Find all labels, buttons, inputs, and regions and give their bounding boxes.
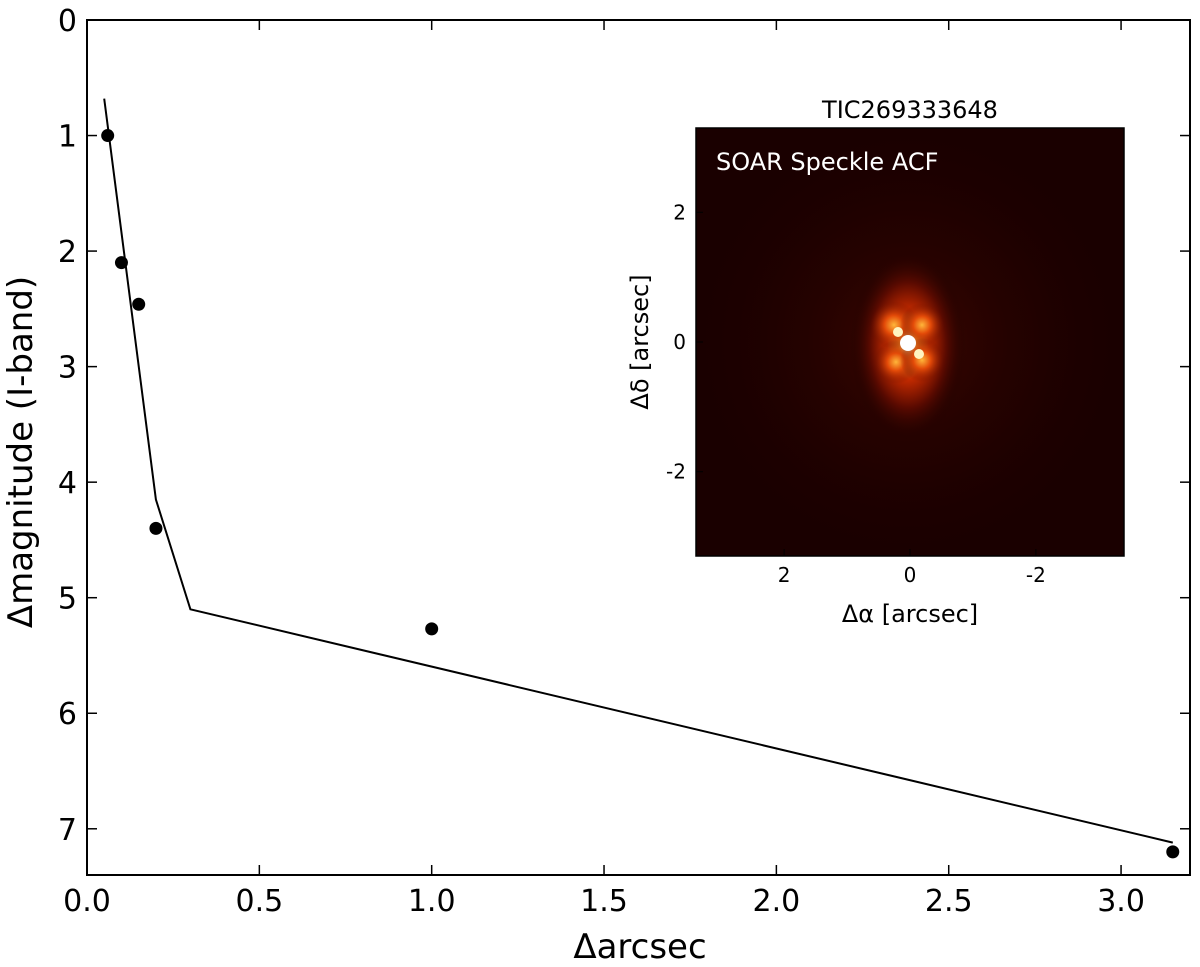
speckle-acf-inset: TIC269333648 SOAR Speckle ACF 2 0 -2 20-2 … bbox=[626, 96, 1125, 628]
acf-speckle-peak bbox=[914, 349, 924, 359]
measurement-point bbox=[149, 521, 163, 535]
measurement-point bbox=[1166, 845, 1180, 859]
measurement-point bbox=[101, 129, 115, 143]
acf-image bbox=[696, 128, 1124, 556]
measurement-point bbox=[114, 256, 128, 270]
inset-x-tick-label: 2 bbox=[778, 563, 791, 587]
main-axis-ticks bbox=[86, 19, 1190, 875]
x-tick-label: 3.0 bbox=[1097, 884, 1145, 919]
inset-x-axis-label: Δα [arcsec] bbox=[842, 600, 978, 628]
y-tick-labels: 0 1 2 3 4 5 6 7 bbox=[58, 4, 77, 848]
x-tick-label: 1.0 bbox=[408, 884, 456, 919]
inset-y-axis-label: Δδ [arcsec] bbox=[626, 274, 654, 409]
inset-title: TIC269333648 bbox=[821, 96, 998, 124]
inset-x-tick-label: -2 bbox=[1026, 563, 1046, 587]
y-tick-label: 3 bbox=[58, 351, 77, 386]
y-axis-label: Δmagnitude (I-band) bbox=[1, 276, 41, 628]
x-tick-label: 0.0 bbox=[63, 884, 111, 919]
x-tick-label: 2.5 bbox=[925, 884, 973, 919]
inset-axis-ticks bbox=[696, 211, 1037, 556]
inset-annotation: SOAR Speckle ACF bbox=[716, 148, 938, 176]
y-tick-label: 2 bbox=[58, 235, 77, 270]
x-tick-label: 2.0 bbox=[753, 884, 801, 919]
measurement-point bbox=[425, 622, 439, 636]
contrast-curve-line bbox=[103, 98, 1174, 844]
y-tick-label: 5 bbox=[58, 582, 77, 617]
inset-y-tick-label: 2 bbox=[673, 200, 686, 224]
x-tick-labels: 0.0 0.5 1.0 1.5 2.0 2.5 3.0 bbox=[63, 884, 1145, 919]
acf-speckle-peak bbox=[893, 327, 903, 337]
x-tick-label: 1.5 bbox=[580, 884, 628, 919]
inset-y-tick-label: -2 bbox=[666, 460, 686, 484]
y-tick-label: 1 bbox=[58, 120, 77, 155]
measurement-point bbox=[132, 297, 146, 311]
acf-central-peak bbox=[900, 335, 916, 351]
contrast-series bbox=[101, 98, 1180, 859]
inset-y-tick-label: 0 bbox=[673, 330, 686, 354]
x-tick-label: 0.5 bbox=[235, 884, 283, 919]
contrast-curve-plot: 0.0 0.5 1.0 1.5 2.0 2.5 3.0 0 1 2 3 4 5 6 7 Δarcsec Δ… bbox=[1, 4, 1191, 967]
inset-x-tick-label: 0 bbox=[904, 563, 917, 587]
x-axis-label: Δarcsec bbox=[573, 927, 706, 967]
y-tick-label: 7 bbox=[58, 813, 77, 848]
inset-x-tick-labels: 2 0 -2 bbox=[778, 563, 1046, 587]
inset-y-tick-labels: 2 0 -2 bbox=[666, 200, 686, 483]
y-tick-label: 0 bbox=[58, 4, 77, 39]
y-tick-label: 4 bbox=[58, 466, 77, 501]
main-plot-frame bbox=[86, 19, 1191, 876]
y-tick-label: 6 bbox=[58, 697, 77, 732]
